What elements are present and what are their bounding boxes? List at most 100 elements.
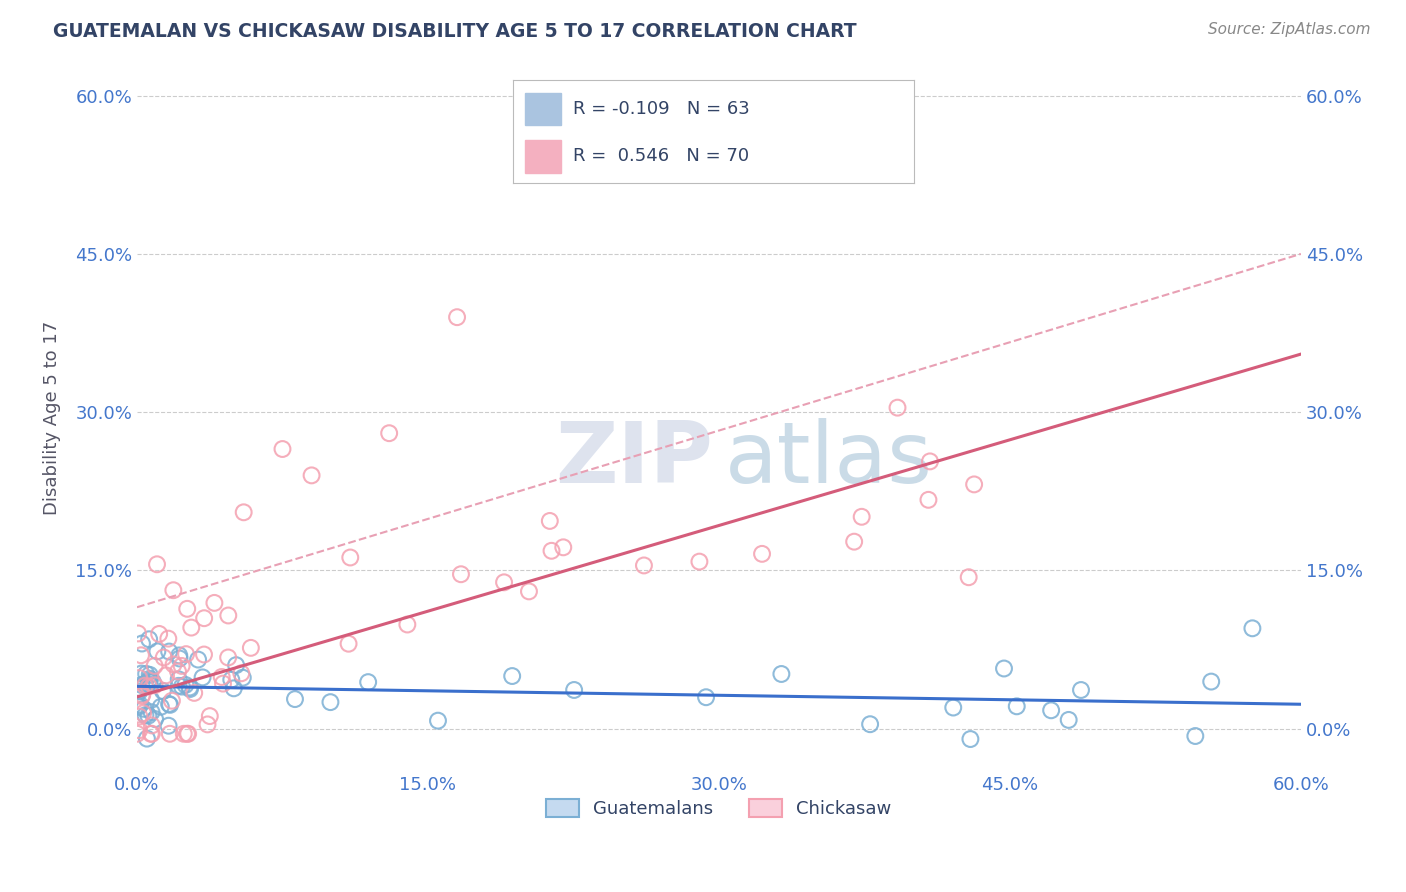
Point [187, 652, 209, 666]
Point [217, 608, 239, 623]
Point [1184, 729, 1206, 743]
Point [751, 547, 773, 561]
Point [688, 555, 710, 569]
Point [173, 727, 195, 741]
Point [239, 640, 262, 655]
Point [669, 146, 692, 161]
Point [1241, 621, 1264, 635]
Point [562, 683, 585, 698]
Point [167, 679, 190, 693]
FancyBboxPatch shape [526, 93, 561, 126]
Point [128, 681, 150, 695]
Point [138, 632, 160, 647]
Point [357, 675, 380, 690]
Point [942, 700, 965, 714]
Point [633, 558, 655, 573]
Point [222, 681, 245, 696]
Point [131, 678, 153, 692]
Point [131, 666, 153, 681]
Point [138, 678, 160, 692]
Point [859, 717, 882, 731]
Point [1199, 674, 1222, 689]
FancyBboxPatch shape [526, 140, 561, 173]
Point [139, 672, 162, 686]
Point [851, 509, 873, 524]
Point [138, 668, 160, 682]
Point [131, 689, 153, 703]
Point [135, 731, 157, 746]
Point [202, 596, 225, 610]
Point [396, 617, 419, 632]
Point [169, 648, 191, 663]
Point [284, 692, 307, 706]
Point [125, 727, 148, 741]
Point [167, 673, 190, 687]
Point [339, 550, 361, 565]
Text: GUATEMALAN VS CHICKASAW DISABILITY AGE 5 TO 17 CORRELATION CHART: GUATEMALAN VS CHICKASAW DISABILITY AGE 5… [53, 22, 858, 41]
Text: R =  0.546   N = 70: R = 0.546 N = 70 [574, 147, 749, 165]
Point [1005, 699, 1028, 714]
Point [427, 714, 450, 728]
Point [271, 442, 294, 456]
Point [446, 310, 468, 325]
Point [138, 673, 160, 688]
Point [917, 492, 939, 507]
Point [135, 666, 157, 681]
Point [152, 650, 174, 665]
Point [219, 673, 242, 687]
Point [157, 644, 180, 658]
Point [143, 659, 166, 673]
Point [197, 717, 219, 731]
Point [132, 706, 155, 721]
Point [540, 543, 562, 558]
Point [128, 723, 150, 738]
Point [886, 401, 908, 415]
Point [143, 712, 166, 726]
Point [128, 671, 150, 685]
Point [179, 681, 201, 696]
Point [232, 505, 254, 519]
Point [138, 680, 160, 694]
Point [152, 684, 174, 698]
Point [134, 708, 156, 723]
Point [142, 674, 165, 689]
Point [157, 697, 180, 711]
Point [138, 708, 160, 723]
Point [129, 698, 152, 712]
Point [141, 727, 163, 741]
Point [217, 650, 239, 665]
Y-axis label: Disability Age 5 to 17: Disability Age 5 to 17 [44, 320, 60, 515]
Point [128, 684, 150, 698]
Point [162, 583, 184, 598]
Point [918, 454, 941, 468]
Point [180, 621, 202, 635]
Text: Source: ZipAtlas.com: Source: ZipAtlas.com [1208, 22, 1371, 37]
Point [141, 718, 163, 732]
Point [1057, 713, 1080, 727]
Point [1070, 683, 1092, 698]
Point [844, 534, 866, 549]
Point [148, 627, 170, 641]
Point [176, 602, 198, 616]
Point [1040, 703, 1063, 717]
Point [179, 681, 201, 695]
Point [193, 611, 215, 625]
Point [993, 661, 1015, 675]
Point [957, 570, 980, 584]
Point [695, 690, 717, 705]
Point [143, 678, 166, 692]
Point [159, 727, 181, 741]
Point [141, 705, 163, 719]
Point [155, 668, 177, 682]
Point [128, 699, 150, 714]
Point [225, 658, 247, 673]
Point [139, 727, 162, 741]
Point [149, 699, 172, 714]
Point [501, 669, 523, 683]
Point [319, 695, 342, 709]
Point [134, 679, 156, 693]
Point [517, 584, 540, 599]
Point [378, 426, 401, 441]
Point [127, 626, 149, 640]
Point [959, 732, 981, 747]
